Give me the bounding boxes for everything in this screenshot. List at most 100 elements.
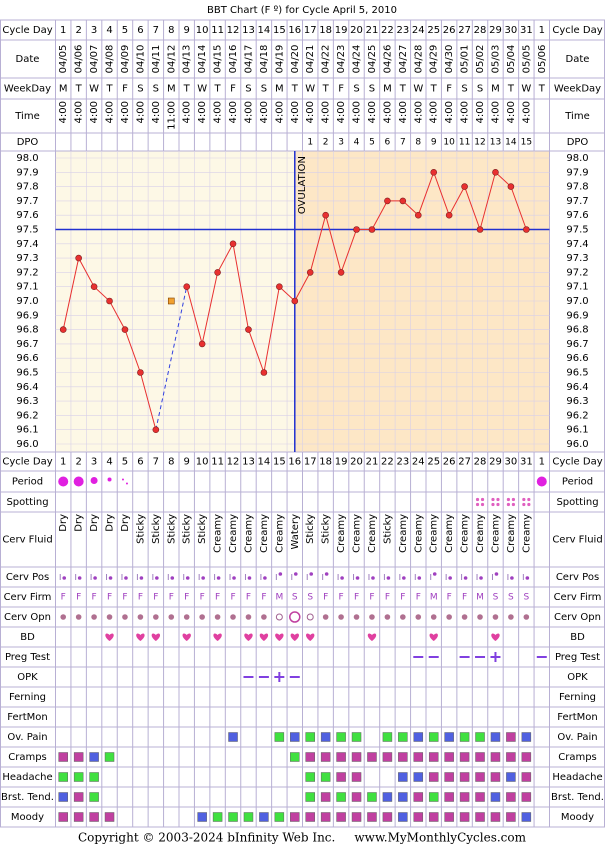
cerv-pos-icon	[263, 576, 267, 580]
symptom-icon	[521, 812, 532, 822]
cerv-pos-icon	[293, 572, 298, 576]
date: 05/06	[537, 45, 548, 74]
row-label: Ov. Pain	[557, 732, 597, 743]
symptom-icon	[259, 812, 269, 822]
cerv-firm: F	[92, 593, 97, 603]
time: 4:00	[105, 101, 116, 123]
symptom-icon	[398, 752, 408, 762]
cerv-firm: S	[508, 593, 514, 603]
cerv-fluid: Dry	[74, 514, 85, 532]
symptom-icon	[351, 792, 362, 802]
symptom-icon	[428, 752, 439, 762]
symptom-icon	[413, 812, 424, 822]
y-tick-label: 97.3	[566, 253, 588, 264]
bd-heart	[491, 633, 500, 641]
cerv-firm: F	[169, 593, 174, 603]
cerv-firm: F	[385, 593, 390, 603]
time: 4:00	[135, 101, 146, 123]
cerv-opn-icon	[122, 614, 128, 620]
bd-heart	[213, 633, 222, 641]
cerv-firm: M	[476, 593, 484, 603]
symptom-icon	[506, 732, 516, 742]
weekday: F	[230, 84, 236, 95]
y-tick-label: 96.9	[566, 310, 588, 321]
cerv-pos-icon	[448, 576, 452, 580]
cerv-opn-icon	[60, 614, 67, 620]
symptom-icon	[367, 752, 377, 762]
date: 04/20	[290, 45, 301, 74]
spotting-icon	[480, 502, 485, 507]
symptom-icon	[398, 812, 408, 822]
row-label: OPK	[567, 672, 588, 683]
date: 04/17	[243, 45, 254, 74]
weekday: W	[413, 84, 423, 95]
time: 4:00	[228, 101, 239, 123]
row-label: Time	[564, 111, 589, 122]
date: 04/27	[398, 45, 409, 74]
cerv-opn-icon	[508, 614, 514, 620]
date: 05/02	[475, 45, 486, 74]
row-label: Period	[12, 477, 43, 488]
symptom-icon	[274, 732, 285, 742]
symptom-icon	[336, 812, 346, 822]
y-tick-label: 97.2	[566, 267, 588, 278]
cerv-pos-icon	[432, 572, 437, 576]
temp-point	[384, 197, 391, 205]
weekday: T	[322, 84, 330, 95]
row-label: Ferning	[559, 692, 596, 703]
dpo: 10	[443, 138, 455, 148]
cycle-day: 19	[335, 25, 348, 36]
cerv-fluid: Creamy	[444, 514, 455, 553]
cycle-day: 8	[168, 457, 174, 468]
bd-heart	[429, 633, 438, 641]
cerv-opn-icon	[275, 613, 283, 621]
symptom-icon	[444, 772, 454, 782]
cerv-opn-icon	[168, 614, 175, 620]
time: 4:00	[151, 101, 162, 123]
row-label: BD	[570, 632, 585, 643]
temp-point	[476, 226, 484, 233]
time: 4:00	[197, 101, 208, 123]
cerv-opn-icon	[214, 614, 221, 620]
cerv-pos-icon	[278, 572, 283, 576]
time: 11:00	[166, 101, 177, 130]
cerv-opn-icon	[289, 611, 301, 623]
cerv-opn-icon	[261, 614, 267, 620]
period-icon	[90, 477, 98, 484]
dpo: 11	[459, 138, 470, 148]
cycle-day: 1	[539, 457, 545, 468]
date: 04/19	[274, 45, 285, 74]
symptom-icon	[58, 792, 68, 802]
symptom-icon	[89, 792, 99, 802]
spotting-icon	[496, 502, 500, 507]
time: 4:00	[89, 101, 100, 123]
symptom-icon	[228, 812, 238, 822]
cerv-firm: F	[107, 593, 112, 603]
date: 04/06	[74, 45, 85, 74]
symptom-icon	[428, 792, 439, 802]
symptom-icon	[290, 812, 300, 822]
row-label: DPO	[567, 137, 589, 148]
cycle-day: 31	[520, 25, 533, 36]
cerv-opn-icon	[306, 613, 314, 621]
cycle-day: 3	[91, 25, 97, 36]
dpo: 5	[369, 138, 375, 148]
temp-point	[229, 240, 237, 248]
date: 04/10	[135, 45, 146, 74]
weekday: T	[430, 84, 438, 95]
cycle-day: 7	[153, 457, 159, 468]
symptom-icon	[506, 752, 516, 762]
cerv-pos-icon	[479, 576, 483, 580]
symptom-icon	[382, 732, 393, 742]
time: 4:00	[352, 101, 363, 123]
row-label: DPO	[17, 137, 39, 148]
cerv-firm: M	[275, 593, 283, 603]
bd-heart	[259, 633, 269, 641]
row-label: Cycle Day	[2, 25, 52, 36]
row-label: Cycle Day	[2, 457, 52, 468]
symptom-icon	[305, 752, 315, 762]
cycle-day: 11	[211, 457, 224, 468]
row-label: Brst. Tend.	[551, 792, 604, 803]
discarded-temp	[167, 297, 175, 305]
symptom-icon	[413, 772, 424, 782]
